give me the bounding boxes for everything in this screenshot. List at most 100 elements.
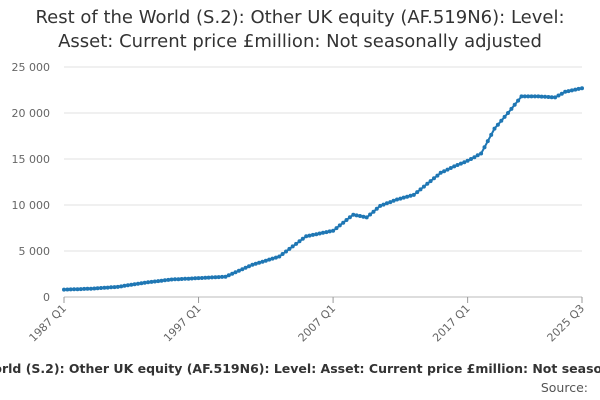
y-axis-ticks: 0 5 000 10 000 15 000 20 000 25 000 [12, 61, 51, 304]
x-tick-label: 1997 Q1 [161, 302, 204, 345]
data-point [432, 176, 436, 181]
data-point [132, 282, 137, 287]
data-point [475, 153, 480, 158]
data-point [526, 94, 531, 99]
data-point [253, 261, 258, 266]
series-layer [62, 86, 584, 292]
data-point [280, 252, 285, 256]
data-point [82, 286, 87, 291]
y-tick-label: 20 000 [12, 107, 51, 120]
data-point [428, 179, 433, 184]
data-point [532, 94, 537, 99]
data-point [273, 255, 278, 260]
data-point [522, 94, 527, 99]
data-point [149, 279, 154, 284]
data-point [334, 226, 339, 231]
data-point [287, 246, 292, 251]
data-point [236, 268, 241, 273]
data-point [408, 193, 413, 198]
data-point [300, 236, 305, 241]
data-point [257, 260, 262, 265]
data-point [260, 259, 265, 264]
data-point [361, 214, 366, 219]
data-point [341, 220, 346, 225]
data-point [566, 89, 571, 94]
source-label: Source: [540, 380, 588, 395]
data-point [445, 167, 450, 172]
data-point [307, 233, 312, 238]
y-tick-label: 10 000 [12, 199, 51, 212]
data-point [539, 94, 544, 99]
data-point [435, 173, 440, 178]
data-point [304, 234, 309, 239]
data-point [482, 145, 487, 150]
x-tick-label: 2007 Q1 [296, 302, 339, 345]
data-point [401, 195, 406, 200]
data-point [465, 158, 470, 163]
data-point [502, 114, 507, 119]
data-point [327, 229, 332, 234]
data-point [270, 256, 275, 261]
data-point [210, 275, 214, 280]
data-point [125, 283, 130, 288]
data-point [421, 184, 426, 189]
y-tick-label: 15 000 [12, 153, 51, 166]
data-point [213, 275, 218, 280]
grid-lines [64, 66, 582, 298]
data-point [519, 94, 524, 99]
data-point [176, 277, 181, 282]
data-point [68, 287, 73, 292]
data-point [243, 265, 248, 270]
data-point [189, 276, 194, 281]
data-point [169, 277, 174, 282]
data-point [506, 111, 510, 115]
data-point [75, 287, 80, 292]
data-point [216, 275, 221, 280]
data-point [277, 254, 282, 259]
data-point [559, 91, 564, 96]
data-point [78, 287, 83, 292]
data-point [331, 228, 336, 233]
data-point [458, 161, 463, 166]
data-point [395, 197, 399, 202]
x-tick-label: 1987 Q1 [27, 302, 70, 345]
data-point [267, 257, 272, 262]
data-point [314, 232, 319, 237]
data-point [337, 223, 342, 228]
data-point [529, 94, 534, 99]
data-point [442, 169, 447, 174]
data-point [351, 212, 356, 217]
data-point [166, 277, 171, 282]
data-point [65, 287, 70, 292]
data-point [109, 285, 114, 290]
data-point [284, 249, 288, 254]
data-point [152, 279, 157, 284]
data-point [112, 285, 117, 290]
data-point [455, 163, 460, 167]
chart-title-line-2: Asset: Current price £million: Not seaso… [58, 31, 542, 52]
data-point [448, 166, 453, 170]
data-point [162, 278, 167, 283]
data-point [354, 213, 359, 218]
data-point [206, 275, 211, 280]
data-point [368, 212, 373, 217]
data-point [247, 264, 251, 269]
data-point [321, 230, 325, 235]
legend-entry: Rest of the World (S.2): Other UK equity… [0, 361, 600, 376]
data-point [183, 276, 188, 281]
y-tick-label: 25 000 [12, 61, 51, 74]
data-point [391, 198, 396, 203]
data-point [99, 286, 103, 290]
data-point [72, 287, 77, 292]
data-point [85, 286, 90, 291]
data-point [512, 102, 517, 107]
data-point [250, 262, 255, 267]
data-point [263, 258, 268, 263]
data-point [146, 280, 151, 285]
data-point [573, 87, 578, 92]
data-point [388, 200, 393, 205]
data-point [576, 86, 581, 91]
data-point [569, 88, 574, 93]
data-point [122, 283, 127, 288]
